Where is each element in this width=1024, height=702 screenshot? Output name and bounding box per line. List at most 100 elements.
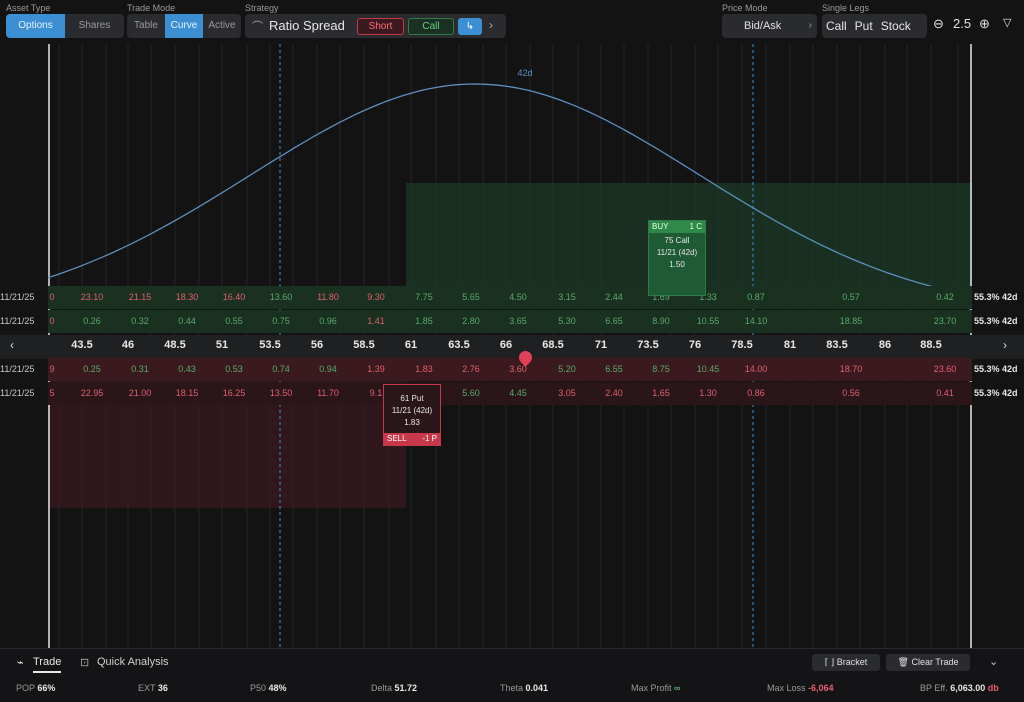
option-price-cell[interactable]: 9.30: [367, 292, 385, 302]
asset-type-options[interactable]: Options: [6, 14, 65, 38]
clear-trade-button[interactable]: 🗑 Clear Trade: [886, 654, 970, 671]
option-price-cell[interactable]: 0.94: [319, 364, 337, 374]
option-price-cell[interactable]: 22.95: [80, 388, 104, 398]
option-price-cell[interactable]: 0.25: [83, 364, 101, 374]
option-price-cell[interactable]: 0: [49, 316, 55, 326]
strike-price[interactable]: 86: [878, 339, 892, 351]
option-price-cell[interactable]: 0.41: [936, 388, 954, 398]
strike-price[interactable]: 88.5: [920, 339, 942, 351]
strike-price[interactable]: 78.5: [731, 339, 753, 351]
asset-type-shares[interactable]: Shares: [78, 20, 111, 31]
option-price-cell[interactable]: 10.55: [696, 316, 720, 326]
strike-price[interactable]: 43.5: [71, 339, 93, 351]
option-price-cell[interactable]: 0.96: [319, 316, 337, 326]
strike-price[interactable]: 61: [404, 339, 418, 351]
option-price-cell[interactable]: 1.30: [699, 388, 717, 398]
chevron-right-icon[interactable]: ›: [1003, 338, 1007, 352]
strike-price[interactable]: 68.5: [542, 339, 564, 351]
option-price-cell[interactable]: 0.56: [842, 388, 860, 398]
option-price-cell[interactable]: 0: [49, 292, 55, 302]
short-toggle[interactable]: Short: [357, 18, 404, 35]
option-price-cell[interactable]: 10.45: [696, 364, 720, 374]
option-price-cell[interactable]: 3.15: [558, 292, 576, 302]
option-price-cell[interactable]: 0.32: [131, 316, 149, 326]
option-price-cell[interactable]: 5: [49, 388, 55, 398]
option-price-cell[interactable]: 1.65: [652, 388, 670, 398]
option-price-cell[interactable]: 21.00: [128, 388, 152, 398]
strategy-selector[interactable]: ⌒ Ratio Spread Short Call ↳ ›: [245, 14, 506, 38]
strike-price[interactable]: 63.5: [448, 339, 470, 351]
option-price-cell[interactable]: 5.60: [462, 388, 480, 398]
sell-leg-card[interactable]: 61 Put 11/21 (42d) 1.83 SELL -1 P: [383, 384, 441, 446]
option-price-cell[interactable]: 6.55: [605, 364, 623, 374]
strike-price[interactable]: 73.5: [637, 339, 659, 351]
chevron-right-icon[interactable]: ›: [489, 18, 493, 32]
single-leg-stock[interactable]: Stock: [880, 19, 911, 33]
option-price-cell[interactable]: 23.10: [80, 292, 104, 302]
option-price-cell[interactable]: 3.65: [509, 316, 527, 326]
price-mode-select[interactable]: Bid/Ask ›: [722, 14, 817, 38]
option-price-cell[interactable]: 0.75: [272, 316, 290, 326]
option-price-cell[interactable]: 13.60: [269, 292, 293, 302]
strike-price[interactable]: 53.5: [259, 339, 281, 351]
strike-price[interactable]: 51: [215, 339, 229, 351]
strike-price[interactable]: 83.5: [826, 339, 848, 351]
option-price-cell[interactable]: 1.85: [415, 316, 433, 326]
option-price-cell[interactable]: 0.55: [225, 316, 243, 326]
strike-price[interactable]: 71: [594, 339, 608, 351]
option-price-cell[interactable]: 16.40: [222, 292, 246, 302]
option-price-cell[interactable]: 0.74: [272, 364, 290, 374]
option-price-cell[interactable]: 0.44: [178, 316, 196, 326]
option-price-cell[interactable]: 9: [49, 364, 55, 374]
option-price-cell[interactable]: 14.00: [744, 364, 768, 374]
option-price-cell[interactable]: 18.85: [839, 316, 863, 326]
strike-price[interactable]: 46: [121, 339, 135, 351]
option-price-cell[interactable]: 1.39: [367, 364, 385, 374]
option-price-cell[interactable]: 0.26: [83, 316, 101, 326]
option-price-cell[interactable]: 0.42: [936, 292, 954, 302]
option-price-cell[interactable]: 8.75: [652, 364, 670, 374]
option-price-cell[interactable]: 0.43: [178, 364, 196, 374]
option-price-cell[interactable]: 23.70: [933, 316, 957, 326]
zoom-out-icon[interactable]: ⊖: [933, 16, 944, 31]
tab-quick-analysis[interactable]: Quick Analysis: [97, 656, 169, 668]
single-leg-call[interactable]: Call: [826, 19, 847, 33]
flip-icon[interactable]: ↳: [458, 18, 482, 35]
option-price-cell[interactable]: 5.65: [462, 292, 480, 302]
buy-leg-card[interactable]: BUY 1 C 75 Call 11/21 (42d) 1.50: [648, 220, 706, 296]
option-price-cell[interactable]: 5.30: [558, 316, 576, 326]
option-price-cell[interactable]: 18.70: [839, 364, 863, 374]
option-price-cell[interactable]: 0.57: [842, 292, 860, 302]
option-price-cell[interactable]: 9.1: [369, 388, 383, 398]
trade-mode-curve[interactable]: Curve: [165, 14, 203, 38]
option-price-cell[interactable]: 1.83: [415, 364, 433, 374]
option-price-cell[interactable]: 1.69: [652, 292, 670, 302]
option-price-cell[interactable]: 2.44: [605, 292, 623, 302]
option-price-cell[interactable]: 1.33: [699, 292, 717, 302]
chevron-down-icon[interactable]: ⌄: [989, 656, 999, 668]
option-price-cell[interactable]: 2.76: [462, 364, 480, 374]
option-price-cell[interactable]: 11.80: [317, 292, 339, 302]
option-price-cell[interactable]: 3.60: [509, 364, 527, 374]
option-price-cell[interactable]: 13.50: [269, 388, 293, 398]
strike-price[interactable]: 58.5: [353, 339, 375, 351]
call-toggle[interactable]: Call: [408, 18, 454, 35]
option-price-cell[interactable]: 4.45: [509, 388, 527, 398]
option-price-cell[interactable]: 4.50: [509, 292, 527, 302]
option-price-cell[interactable]: 0.31: [131, 364, 149, 374]
strike-price[interactable]: 48.5: [164, 339, 186, 351]
option-price-cell[interactable]: 18.15: [175, 388, 199, 398]
option-price-cell[interactable]: 2.40: [605, 388, 623, 398]
trade-mode-table[interactable]: Table: [134, 20, 158, 31]
trade-mode-active[interactable]: Active: [208, 20, 236, 31]
option-price-cell[interactable]: 11.70: [317, 388, 339, 398]
chevron-left-icon[interactable]: ‹: [10, 338, 14, 352]
option-price-cell[interactable]: 1.41: [367, 316, 385, 326]
option-price-cell[interactable]: 16.25: [222, 388, 246, 398]
strike-price[interactable]: 56: [310, 339, 324, 351]
option-price-cell[interactable]: 0.86: [747, 388, 765, 398]
option-price-cell[interactable]: 3.05: [558, 388, 576, 398]
zoom-in-icon[interactable]: ⊕: [979, 16, 990, 31]
option-price-cell[interactable]: 6.65: [605, 316, 623, 326]
single-leg-put[interactable]: Put: [854, 19, 873, 33]
